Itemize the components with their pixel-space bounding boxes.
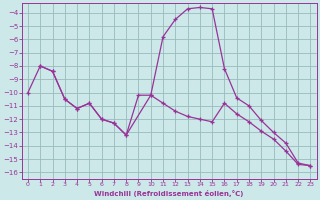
X-axis label: Windchill (Refroidissement éolien,°C): Windchill (Refroidissement éolien,°C) (94, 190, 244, 197)
